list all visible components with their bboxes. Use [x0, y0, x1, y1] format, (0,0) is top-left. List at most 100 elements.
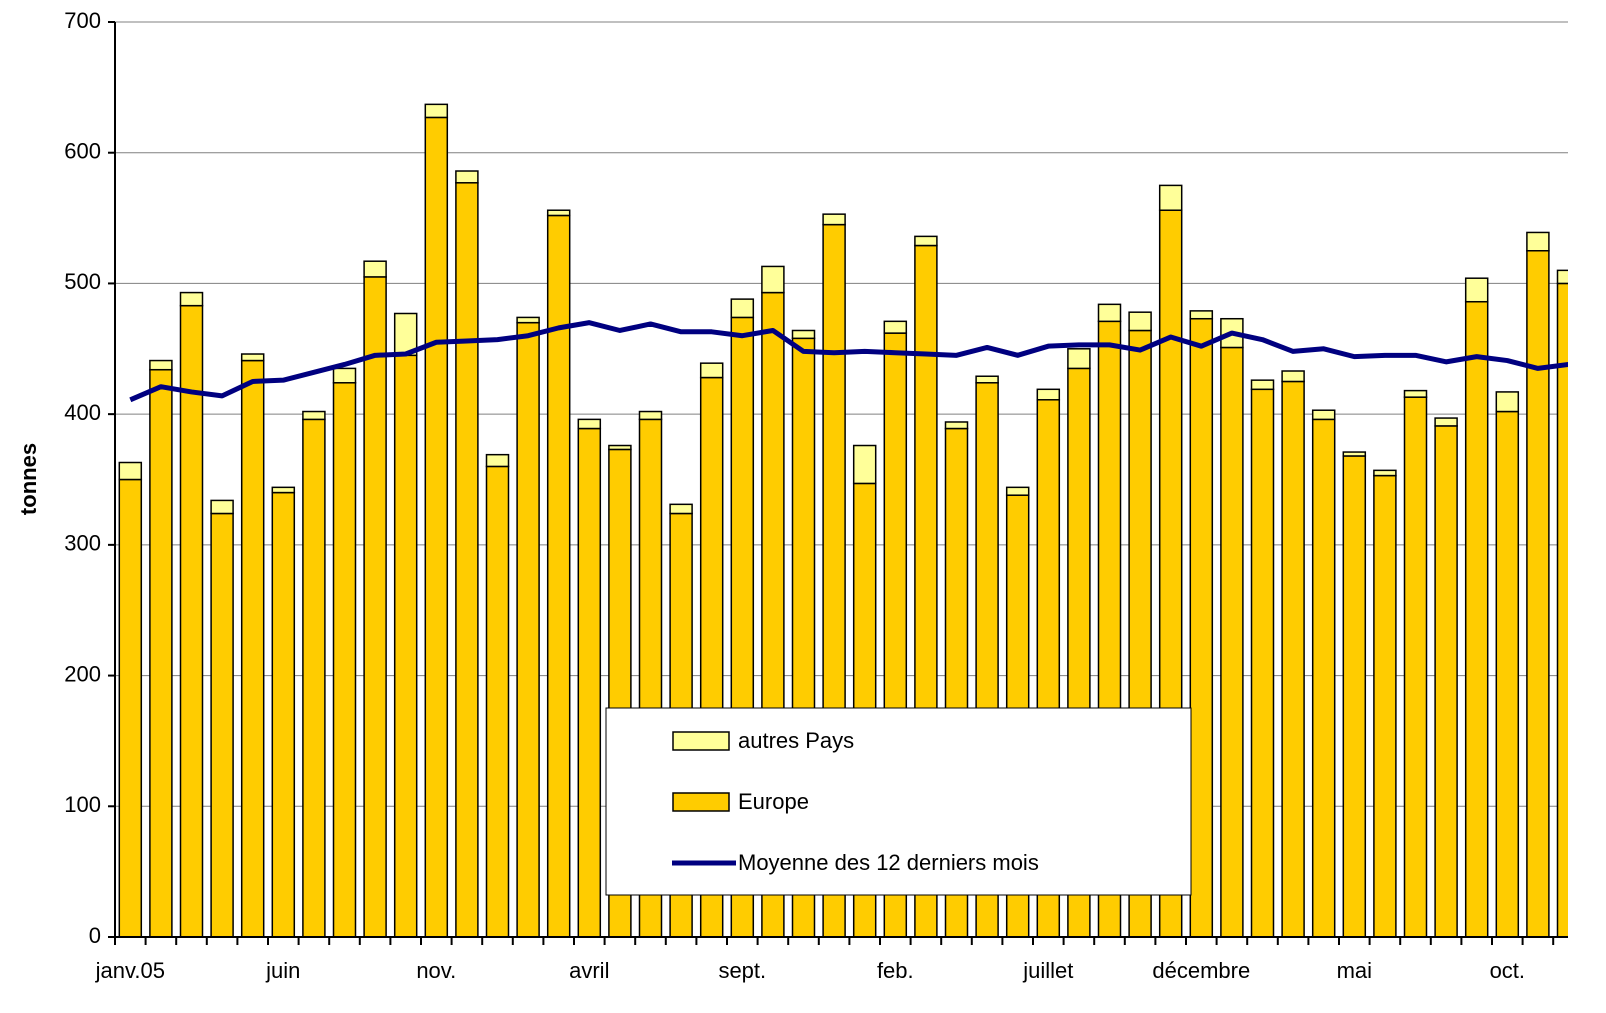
bar-segment	[699, 362, 724, 379]
bar-segment	[424, 103, 449, 119]
bar-segment	[791, 329, 816, 340]
y-tick-label: 500	[64, 269, 101, 294]
legend-swatch	[672, 731, 730, 751]
bar-segment	[332, 367, 357, 384]
bar-segment	[1434, 417, 1458, 427]
bar-segment	[240, 353, 265, 362]
legend-label: Moyenne des 12 derniers mois	[738, 850, 1039, 875]
bar-segment	[577, 427, 602, 938]
x-tick-label: sept.	[718, 958, 766, 983]
bar-segment	[1311, 409, 1336, 421]
bar-segment	[975, 375, 999, 384]
bar-segment	[1250, 379, 1275, 391]
bar-segment	[363, 260, 387, 278]
bar-segment	[883, 320, 908, 334]
bar-segment	[822, 213, 846, 226]
bar-segment	[1403, 396, 1428, 938]
bar-segment	[1526, 250, 1550, 938]
y-tick-label: 400	[64, 400, 101, 425]
bar-segment	[210, 499, 234, 515]
bar-segment	[546, 209, 571, 217]
bar-segment	[1434, 425, 1458, 938]
y-tick-label: 300	[64, 531, 101, 556]
bar-segment	[1005, 486, 1030, 496]
bar-segment	[761, 265, 785, 294]
bar-segment	[577, 418, 602, 430]
bar-segment	[1373, 474, 1397, 938]
bar-segment	[271, 491, 296, 938]
bar-segment	[302, 410, 326, 421]
bar-segment	[1556, 269, 1568, 285]
bar-segment	[1128, 311, 1152, 332]
bar-segment	[852, 444, 877, 485]
y-tick-label: 0	[89, 923, 101, 948]
bar-segment	[240, 359, 265, 938]
bar-segment	[1281, 370, 1305, 383]
bar-segment	[1464, 300, 1489, 938]
legend-label: Europe	[738, 789, 809, 814]
bar-segment	[516, 316, 540, 324]
x-tick-label: décembre	[1152, 958, 1250, 983]
bar-segment	[393, 354, 418, 938]
x-tick-label: nov.	[416, 958, 456, 983]
bar-segment	[485, 465, 510, 938]
bar-segment	[179, 291, 204, 307]
bar-segment	[1250, 388, 1275, 938]
bar-segment	[516, 321, 540, 938]
bar-segment	[1342, 455, 1367, 938]
bar-segment	[363, 276, 387, 938]
legend-label: autres Pays	[738, 728, 854, 753]
bar-segment	[302, 418, 326, 938]
bar-segment	[1342, 451, 1367, 457]
legend-swatch	[672, 792, 730, 812]
y-tick-label: 100	[64, 792, 101, 817]
y-tick-label: 200	[64, 661, 101, 686]
bar-segment	[332, 382, 357, 938]
x-tick-label: avril	[569, 958, 609, 983]
bar-segment	[1495, 410, 1520, 938]
bar-segment	[914, 235, 938, 247]
bar-segment	[485, 453, 510, 468]
bar-segment	[1189, 317, 1214, 938]
y-axis-label: tonnes	[16, 443, 41, 515]
bar-segment	[1495, 391, 1520, 413]
bar-segment	[149, 368, 173, 938]
bar-segment	[149, 359, 173, 371]
bar-segment	[944, 421, 969, 430]
bar-segment	[1556, 282, 1568, 938]
bar-segment	[1464, 277, 1489, 303]
bar-segment	[1373, 469, 1397, 477]
x-tick-label: feb.	[877, 958, 914, 983]
bar-segment	[1097, 303, 1122, 323]
bar-segment	[1220, 346, 1244, 938]
bar-segment	[1158, 184, 1183, 211]
bar-segment	[608, 444, 632, 451]
bar-segment	[455, 170, 479, 184]
bar-segment	[730, 298, 755, 319]
bar-segment	[1189, 310, 1214, 320]
line-series	[129, 320, 1568, 403]
legend: autres Pays Europe Moyenne des 12 derniers…	[605, 707, 1192, 896]
y-tick-label: 700	[64, 8, 101, 33]
bar-segment	[1067, 348, 1091, 370]
bar-segment	[669, 503, 693, 515]
x-tick-label: mai	[1337, 958, 1372, 983]
x-tick-label: janv.05	[95, 958, 165, 983]
bar-segment	[1281, 380, 1305, 938]
x-tick-label: juin	[265, 958, 300, 983]
bar-segment	[455, 182, 479, 938]
bar-segment	[118, 478, 143, 938]
bar-segment	[1526, 231, 1550, 252]
y-tick-label: 600	[64, 139, 101, 164]
bar-segment	[118, 461, 143, 481]
bar-segment	[424, 116, 449, 938]
bar-segment	[179, 304, 204, 938]
x-tick-label: oct.	[1490, 958, 1525, 983]
bar-segment	[271, 486, 296, 494]
bar-segment	[1311, 418, 1336, 938]
bar-segment	[210, 512, 234, 938]
bar-segment	[546, 214, 571, 938]
bar-segment	[638, 410, 663, 421]
x-tick-label: juillet	[1022, 958, 1073, 983]
